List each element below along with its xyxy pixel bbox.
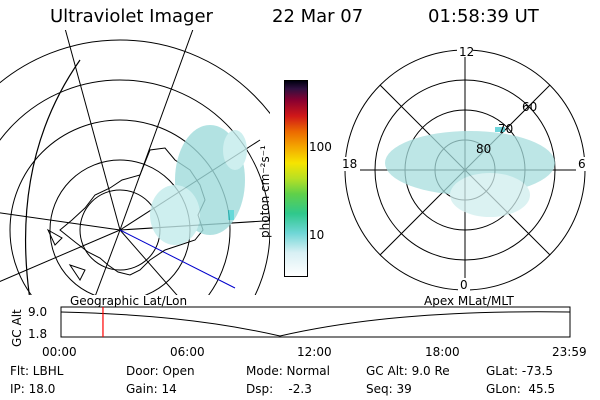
mlt-label-6: 6 bbox=[578, 157, 586, 171]
status-glat: GLat: -73.5 bbox=[486, 364, 553, 378]
geographic-map bbox=[0, 30, 270, 295]
left-map-label: Geographic Lat/Lon bbox=[70, 294, 188, 308]
colorbar-tick-10: 10 bbox=[309, 228, 325, 242]
mlt-label-0: 0 bbox=[460, 278, 468, 292]
timeline-ytick-top: 9.0 bbox=[28, 305, 48, 319]
status-seq: Seq: 39 bbox=[366, 382, 412, 396]
aurora-emission bbox=[150, 125, 247, 245]
status-door: Door: Open bbox=[126, 364, 195, 378]
date-label: 22 Mar 07 bbox=[272, 6, 364, 27]
status-flt: Flt: LBHL bbox=[10, 364, 64, 378]
mlat-label-60: 60 bbox=[522, 100, 537, 114]
right-map-label: Apex MLat/MLT bbox=[424, 294, 514, 308]
xtick-0600: 06:00 bbox=[170, 345, 205, 359]
mlt-label-12: 12 bbox=[459, 45, 474, 59]
xtick-1800: 18:00 bbox=[425, 345, 460, 359]
xtick-1200: 12:00 bbox=[297, 345, 332, 359]
mlat-label-70: 70 bbox=[498, 122, 513, 136]
xtick-0000: 00:00 bbox=[42, 345, 77, 359]
status-ip: IP: 18.0 bbox=[10, 382, 56, 396]
time-label: 01:58:39 UT bbox=[428, 6, 539, 27]
status-gcalt: GC Alt: 9.0 Re bbox=[366, 364, 450, 378]
colorbar-unit-label: photon cm⁻²s⁻¹ bbox=[258, 145, 272, 238]
instrument-title: Ultraviolet Imager bbox=[50, 6, 213, 27]
status-dsp: Dsp: -2.3 bbox=[246, 382, 312, 396]
mlat-mlt-plot: 12 18 6 0 60 70 80 bbox=[340, 45, 588, 292]
colorbar bbox=[284, 80, 308, 277]
timeline-plot bbox=[60, 306, 571, 338]
timeline-ytick-bottom: 1.8 bbox=[28, 327, 48, 341]
status-glon: GLon: 45.5 bbox=[486, 382, 556, 396]
timeline-ylabel: GC Alt bbox=[10, 309, 24, 347]
mlat-label-80: 80 bbox=[476, 142, 491, 156]
auroral-oval bbox=[385, 127, 555, 217]
mlt-label-18: 18 bbox=[342, 157, 357, 171]
xtick-2359: 23:59 bbox=[552, 345, 587, 359]
status-mode: Mode: Normal bbox=[246, 364, 330, 378]
colorbar-tick-100: 100 bbox=[309, 140, 332, 154]
status-gain: Gain: 14 bbox=[126, 382, 177, 396]
